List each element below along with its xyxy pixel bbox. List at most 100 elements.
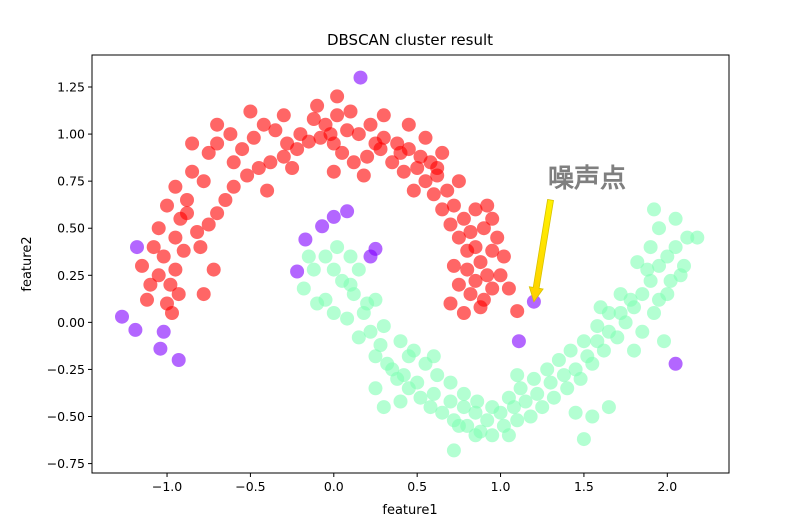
data-point [435, 145, 450, 160]
data-point [185, 136, 200, 151]
x-axis-label: feature1 [382, 503, 437, 518]
data-point [156, 324, 171, 339]
data-point [451, 277, 466, 292]
data-point [601, 400, 616, 415]
data-point [485, 243, 500, 258]
data-point [276, 108, 291, 123]
data-point [560, 381, 575, 396]
data-point [446, 258, 461, 273]
data-point [510, 413, 525, 428]
data-point [326, 164, 341, 179]
data-point [256, 117, 271, 132]
data-point [443, 296, 458, 311]
data-point [326, 209, 341, 224]
data-point [401, 349, 416, 364]
data-point [235, 142, 250, 157]
data-point [180, 193, 194, 207]
data-point [463, 287, 478, 302]
data-point [630, 255, 645, 270]
data-point [406, 183, 421, 198]
data-point [480, 268, 495, 283]
data-point [660, 287, 675, 302]
plot-frame [91, 54, 730, 474]
data-point [647, 202, 661, 217]
data-point [368, 349, 383, 364]
data-point [165, 306, 179, 320]
data-point [526, 371, 541, 386]
data-point [201, 145, 216, 160]
data-point [396, 164, 411, 179]
data-point [290, 264, 305, 279]
data-point [476, 221, 491, 236]
data-point [576, 432, 591, 447]
data-point [393, 145, 408, 160]
data-point [473, 255, 488, 270]
x-tick-label: 1.0 [491, 479, 511, 494]
data-point [456, 211, 471, 226]
data-point [543, 375, 558, 390]
data-point [510, 304, 525, 319]
data-point [226, 179, 241, 194]
data-point [206, 262, 221, 277]
data-point [551, 353, 566, 367]
data-point [168, 262, 183, 277]
data-point [351, 330, 366, 345]
data-point [643, 273, 658, 288]
data-point [306, 262, 321, 277]
data-point [168, 179, 183, 194]
data-point [326, 262, 341, 277]
annotation-text: 噪声点 [548, 163, 626, 194]
data-point [635, 287, 650, 302]
data-point [335, 145, 350, 160]
y-tick-label: −0.50 [47, 409, 85, 424]
data-point [171, 287, 186, 302]
data-point [268, 123, 283, 138]
data-point [401, 117, 416, 132]
data-point [451, 418, 466, 433]
data-point [446, 198, 461, 213]
data-point [490, 230, 505, 245]
data-point [330, 240, 345, 255]
data-point [580, 349, 595, 364]
data-point [657, 334, 671, 349]
data-point [276, 149, 291, 164]
data-point [140, 292, 154, 307]
data-point [468, 405, 483, 420]
x-tick-label: −1.0 [152, 479, 182, 494]
data-point [456, 306, 471, 320]
data-point [210, 136, 225, 151]
data-point [151, 221, 166, 236]
data-point [668, 240, 683, 255]
y-tick-label: 0.25 [57, 268, 85, 283]
data-point [440, 183, 455, 198]
data-point [285, 161, 300, 175]
data-point [563, 343, 578, 358]
data-point [501, 428, 516, 443]
x-tick-label: 2.0 [657, 479, 677, 494]
data-point [518, 394, 533, 409]
noise-annotation: 噪声点 [528, 162, 628, 303]
data-point [323, 127, 338, 142]
data-point [330, 89, 345, 104]
data-point [668, 211, 683, 226]
data-point [340, 123, 355, 138]
data-point [568, 405, 583, 420]
data-point [435, 405, 450, 420]
data-point [210, 117, 225, 132]
data-point [446, 443, 461, 458]
data-point [343, 249, 358, 264]
data-point [652, 221, 666, 236]
data-point [135, 258, 149, 273]
data-point [353, 70, 368, 85]
data-point [156, 249, 171, 264]
data-point [240, 168, 255, 183]
data-point [301, 134, 316, 149]
data-point [590, 334, 605, 349]
data-point [410, 161, 425, 175]
data-point [585, 409, 600, 424]
data-point [480, 198, 495, 213]
data-point [290, 142, 305, 157]
data-point [640, 262, 655, 277]
data-point [418, 174, 433, 189]
